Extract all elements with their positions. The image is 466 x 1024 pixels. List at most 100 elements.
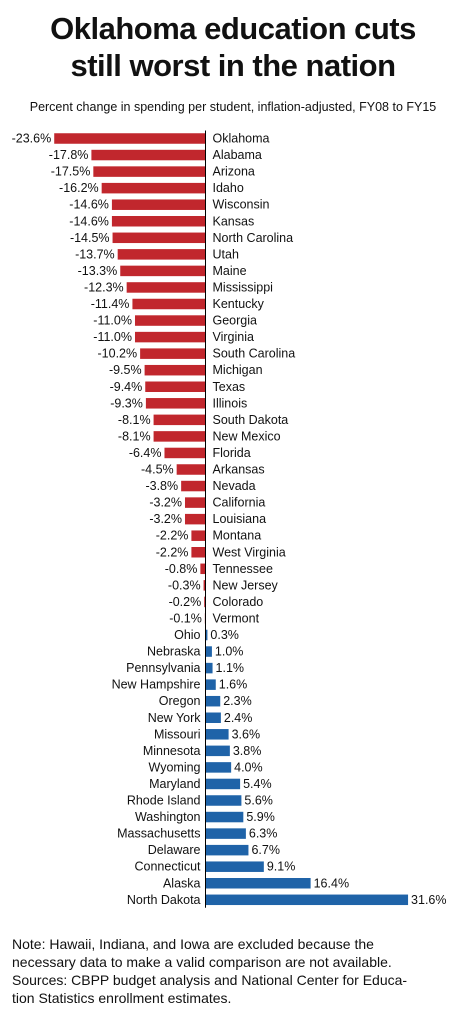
bar xyxy=(205,745,230,757)
data-label: 5.6% xyxy=(244,794,273,808)
data-label: -10.2% xyxy=(98,347,138,361)
category-label: Illinois xyxy=(213,396,248,410)
category-label: Arizona xyxy=(213,165,255,179)
category-label: South Dakota xyxy=(213,413,289,427)
category-label: Vermont xyxy=(213,611,260,625)
category-label: New Mexico xyxy=(213,429,281,443)
data-label: 6.7% xyxy=(251,843,280,857)
bar xyxy=(144,364,206,376)
category-label: Delaware xyxy=(148,843,201,857)
bar xyxy=(200,563,206,575)
bar xyxy=(205,679,216,690)
data-label: -14.6% xyxy=(69,198,109,212)
data-label: -11.0% xyxy=(93,314,132,328)
category-label: Oklahoma xyxy=(213,132,270,146)
category-label: Alabama xyxy=(213,148,262,162)
category-label: Minnesota xyxy=(143,744,201,758)
data-label: -2.2% xyxy=(156,545,189,559)
data-label: -3.8% xyxy=(145,479,178,493)
bar xyxy=(145,398,206,409)
data-label: 1.0% xyxy=(215,645,244,659)
bar xyxy=(120,265,206,277)
category-label: Kansas xyxy=(213,214,255,228)
data-label: 5.9% xyxy=(246,810,275,824)
category-label: Maine xyxy=(213,264,247,278)
bar xyxy=(205,778,241,790)
bar xyxy=(134,315,206,326)
bar xyxy=(111,199,206,210)
bar xyxy=(164,447,206,459)
bar xyxy=(111,216,206,227)
data-label: 2.4% xyxy=(224,711,253,725)
data-label: -2.2% xyxy=(156,529,189,543)
bar xyxy=(204,596,206,608)
note-line-3: Sources: CBPP budget analysis and Nation… xyxy=(12,972,408,988)
category-label: Idaho xyxy=(213,181,244,195)
data-label: -3.2% xyxy=(149,496,182,510)
data-label: -0.2% xyxy=(169,595,202,609)
category-label: North Dakota xyxy=(127,893,201,907)
data-label: -9.3% xyxy=(110,396,143,410)
data-label: -11.0% xyxy=(93,330,132,344)
category-label: Florida xyxy=(213,446,251,460)
note-line-1: Note: Hawaii, Indiana, and Iowa are excl… xyxy=(12,936,374,952)
category-label: Mississippi xyxy=(213,280,273,294)
title-line-2: still worst in the nation xyxy=(70,48,396,83)
data-label: 1.1% xyxy=(216,661,245,675)
data-label: 6.3% xyxy=(249,827,278,841)
data-label: 3.6% xyxy=(232,727,261,741)
category-label: California xyxy=(213,496,266,510)
bar xyxy=(205,878,311,889)
category-label: Maryland xyxy=(149,777,200,791)
category-label: Texas xyxy=(213,380,246,394)
data-label: -11.4% xyxy=(91,297,130,311)
data-label: -9.5% xyxy=(109,363,142,377)
chart-title: Oklahoma education cuts still worst in t… xyxy=(0,10,466,84)
data-label: -17.5% xyxy=(51,165,91,179)
category-label: Montana xyxy=(213,529,262,543)
bar xyxy=(91,149,206,161)
bar xyxy=(205,828,246,839)
category-label: North Carolina xyxy=(213,231,294,245)
data-label: 3.8% xyxy=(233,744,261,758)
note-line-4: tion Statistics enrollment estimates. xyxy=(12,990,232,1006)
category-label: South Carolina xyxy=(213,347,296,361)
bar xyxy=(153,431,206,442)
bar xyxy=(101,182,206,194)
category-label: Pennsylvania xyxy=(126,661,200,675)
data-label: 2.3% xyxy=(223,694,252,708)
category-label: Ohio xyxy=(174,628,200,642)
category-label: New York xyxy=(148,711,202,725)
data-label: -0.3% xyxy=(168,578,201,592)
bar xyxy=(145,381,206,392)
category-label: Oregon xyxy=(159,694,201,708)
bar xyxy=(117,249,206,260)
bar xyxy=(205,695,221,707)
data-label: -0.8% xyxy=(165,562,198,576)
bar xyxy=(181,480,206,492)
bar xyxy=(205,811,244,823)
bar xyxy=(203,580,206,591)
bar xyxy=(191,547,206,558)
category-label: Louisiana xyxy=(213,512,267,526)
footnote: Note: Hawaii, Indiana, and Iowa are excl… xyxy=(12,935,452,1007)
bar xyxy=(205,762,232,773)
category-label: Rhode Island xyxy=(127,794,201,808)
data-label: 1.6% xyxy=(219,678,248,692)
category-label: Utah xyxy=(213,247,239,261)
data-label: 0.3% xyxy=(210,628,239,642)
bar xyxy=(205,894,409,906)
category-label: Connecticut xyxy=(134,860,201,874)
data-label: -9.4% xyxy=(110,380,143,394)
category-label: Nebraska xyxy=(147,645,201,659)
note-line-2: necessary data to make a valid compariso… xyxy=(12,954,392,970)
category-label: Missouri xyxy=(154,727,201,741)
bar xyxy=(205,729,229,740)
data-label: 9.1% xyxy=(267,860,296,874)
bar xyxy=(112,232,206,244)
data-label: -4.5% xyxy=(141,463,174,477)
bar xyxy=(205,662,213,674)
bar xyxy=(205,646,212,657)
category-label: Michigan xyxy=(213,363,263,377)
data-label: -8.1% xyxy=(118,413,151,427)
